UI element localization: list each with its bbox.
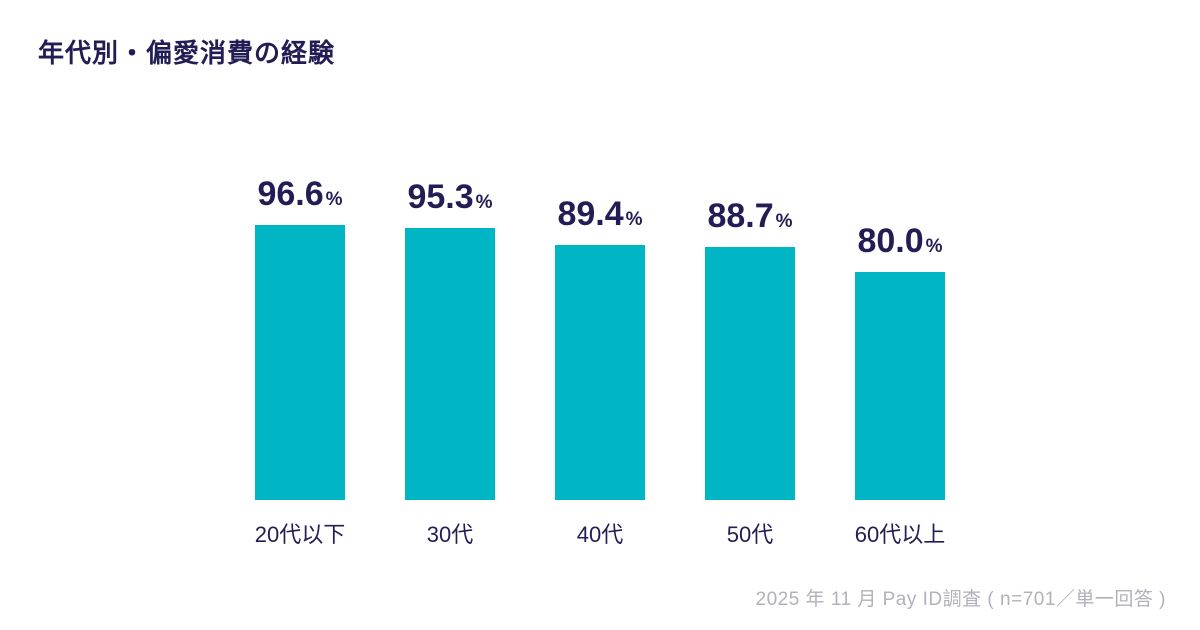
bar [705, 247, 795, 500]
bar-value-label: 96.6% [225, 177, 375, 211]
source-note: 2025 年 11 月 Pay ID調査 ( n=701／単一回答 ) [755, 589, 1166, 610]
bar-value-label: 89.4% [525, 197, 675, 231]
bar-value-number: 96.6 [257, 174, 324, 213]
bar-value-label: 80.0% [825, 224, 975, 258]
bar-chart: 96.6% 95.3% 89.4% 88.7% 80.0% 20代以下 30代 40代 50代… [225, 177, 975, 549]
bar-group: 80.0% [825, 215, 975, 500]
percent-sign: % [625, 209, 643, 231]
percent-sign: % [475, 192, 493, 214]
bar-value-number: 95.3 [407, 178, 474, 217]
bar-category-label: 30代 [426, 522, 474, 547]
bar-group: 96.6% [225, 177, 375, 500]
percent-sign: % [775, 211, 793, 233]
bar-category-label: 20代以下 [254, 522, 346, 547]
bar-value-label: 95.3% [375, 180, 525, 214]
chart-title: 年代別・偏愛消費の経験 [38, 38, 336, 68]
percent-sign: % [925, 236, 943, 257]
percent-sign: % [325, 188, 343, 210]
bar-value-number: 88.7 [707, 197, 774, 236]
bar-value-number: 89.4 [557, 195, 624, 234]
bar-category-label: 60代以上 [854, 522, 946, 547]
bar-value-label: 88.7% [675, 199, 825, 233]
bar-group: 89.4% [525, 197, 675, 500]
bar-group: 88.7% [675, 199, 825, 500]
bar-category-label: 50代 [726, 522, 774, 547]
bar [855, 272, 945, 500]
bar [405, 228, 495, 500]
bar-group: 95.3% [375, 180, 525, 500]
category-axis: 20代以下 30代 40代 50代 60代以上 [225, 517, 975, 549]
bars-area: 96.6% 95.3% 89.4% 88.7% 80.0% [225, 177, 975, 500]
bar-category-label: 40代 [576, 522, 624, 547]
bar [255, 224, 345, 500]
bar [555, 245, 645, 500]
bar-value-number: 80.0 [857, 222, 924, 260]
